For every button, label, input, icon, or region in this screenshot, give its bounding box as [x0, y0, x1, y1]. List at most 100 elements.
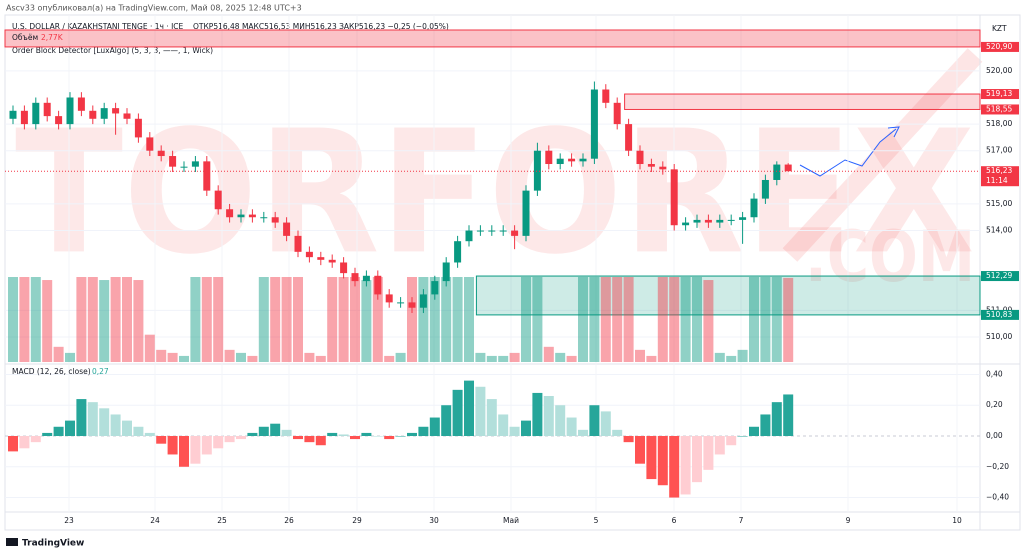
volume-bar	[555, 352, 566, 362]
macd-bar	[703, 436, 714, 470]
macd-bar	[543, 396, 554, 436]
x-tick-label: 24	[150, 516, 160, 525]
volume-bar	[293, 277, 303, 362]
macd-bar	[521, 420, 531, 436]
candle-body	[260, 217, 268, 219]
volume-bar	[589, 277, 600, 362]
volume-bar	[190, 277, 201, 362]
volume-bar	[407, 277, 417, 362]
y-tick-label: 517,00	[986, 146, 1012, 155]
macd-bar	[395, 436, 406, 437]
candle-body	[625, 124, 633, 151]
watermark-text: TORFOREX	[15, 94, 975, 292]
candle-body	[442, 262, 450, 282]
x-tick-label: 7	[739, 516, 744, 525]
macd-bar	[612, 429, 623, 436]
footer-brand: TradingView	[22, 539, 84, 549]
price-label-box	[981, 271, 1019, 282]
macd-bar	[418, 426, 429, 436]
macd-bar	[441, 405, 452, 436]
y-tick-label: 515,00	[986, 199, 1012, 208]
volume-bar	[338, 277, 349, 362]
volume-bar	[714, 352, 725, 362]
price-label-box	[981, 166, 1019, 187]
macd-tick-label: −0,20	[986, 462, 1009, 471]
x-tick-label: 6	[672, 516, 677, 525]
candle-body	[214, 190, 222, 210]
candle-body	[568, 158, 576, 162]
macd-bar	[623, 436, 634, 443]
volume-bar	[680, 277, 691, 362]
volume-bar	[156, 349, 167, 362]
volume-bar	[475, 352, 486, 362]
macd-bar	[532, 392, 543, 436]
price-label-box	[981, 309, 1019, 320]
volume-bar	[201, 277, 212, 362]
macd-bar	[190, 436, 201, 464]
macd-title: MACD (12, 26, close)	[12, 367, 91, 376]
volume-bar	[521, 277, 531, 362]
candle-body	[89, 110, 97, 119]
watermark-suffix: .COM	[805, 216, 975, 298]
candle-body	[704, 219, 712, 223]
y-tick-label: 514,00	[986, 226, 1012, 235]
candle-body	[693, 219, 701, 223]
candle-body	[226, 209, 234, 218]
volume-bar	[133, 280, 144, 362]
macd-bar	[110, 414, 121, 436]
volume-bar	[749, 277, 759, 362]
macd-bar	[714, 436, 725, 455]
publisher: Ascv33 опубликовал(а) на TradingView.com…	[6, 4, 302, 13]
volume-bar	[612, 277, 623, 362]
volume-bar	[247, 355, 258, 362]
volume-bar	[213, 277, 224, 362]
macd-bar	[270, 423, 281, 436]
volume-bar	[384, 355, 395, 362]
volume-bar	[327, 277, 338, 362]
candle-body	[750, 198, 758, 218]
volume-bar	[692, 277, 702, 362]
x-tick-label: 5	[594, 516, 599, 525]
candle-body	[545, 150, 553, 165]
volume-bar	[372, 277, 383, 362]
candle-body	[146, 137, 154, 151]
volume-bar	[19, 277, 30, 362]
candle-body	[55, 116, 63, 125]
candle-body	[283, 222, 291, 236]
candle-body	[647, 164, 655, 167]
macd-bar	[76, 399, 87, 436]
macd-bar	[646, 436, 657, 480]
volume-bar	[486, 355, 497, 362]
volume-bar	[783, 277, 794, 362]
forecast-arrow	[799, 128, 897, 177]
price-label: 510,83	[986, 310, 1012, 319]
volume-bar	[395, 352, 406, 362]
macd-bar	[498, 414, 509, 436]
candle-body	[157, 150, 165, 157]
candle-body	[431, 281, 439, 295]
candle-body	[362, 275, 370, 282]
ohlc: ОТКР516,48 МАКС516,53 МИН516,23 ЗАКР516,…	[193, 22, 449, 31]
candle-body	[32, 102, 40, 125]
macd-bar	[201, 436, 212, 455]
macd-bar	[680, 436, 691, 495]
volume-bar	[122, 277, 132, 362]
candle-body	[112, 108, 120, 114]
candle-body	[773, 164, 781, 180]
watermark: TORFOREX .COM	[15, 48, 983, 298]
volume-bar	[726, 355, 737, 362]
macd-bar	[486, 399, 497, 436]
volume-label: Объём	[12, 33, 38, 42]
volume-bar	[657, 277, 668, 362]
candle-body	[613, 102, 621, 125]
macd-bar	[475, 386, 486, 436]
macd-bar	[635, 436, 645, 464]
candle-body	[248, 214, 256, 218]
volume-bar	[167, 352, 178, 362]
candle-body	[419, 294, 427, 308]
macd-bar	[566, 417, 577, 436]
volume-bar	[441, 277, 452, 362]
volume-bar	[224, 349, 235, 362]
volume-bar	[42, 280, 53, 362]
